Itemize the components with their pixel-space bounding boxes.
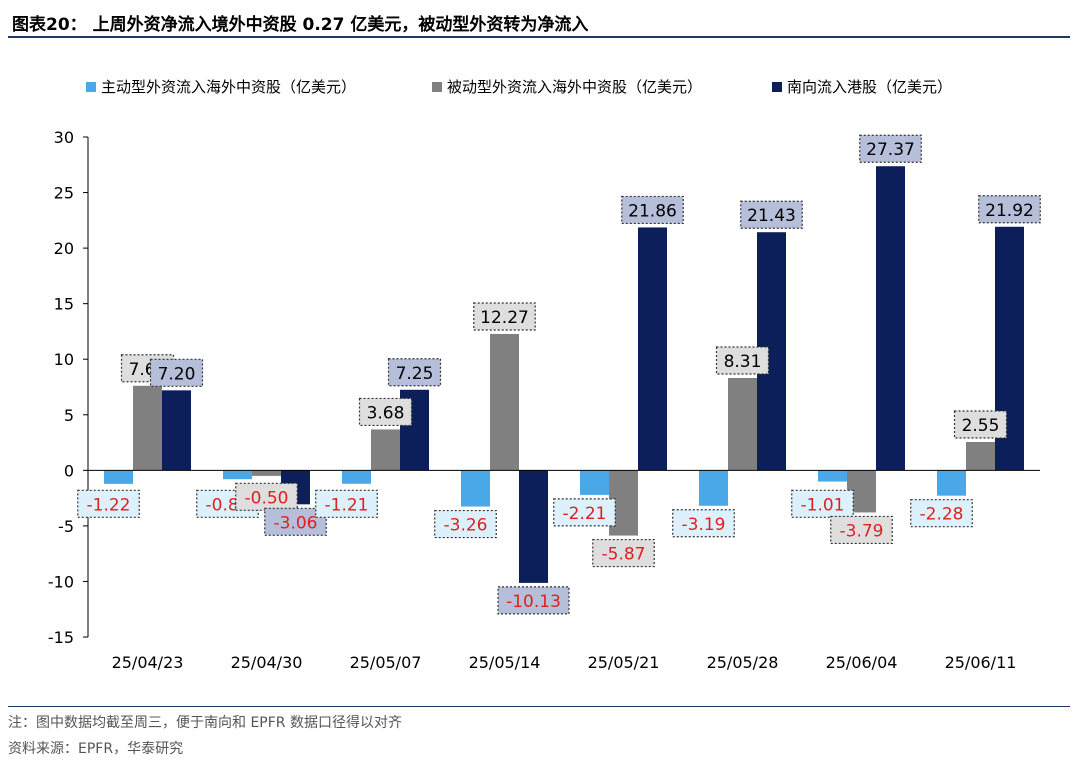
footnote: 注：图中数据均截至周三，便于南向和 EPFR 数据口径得以对齐 xyxy=(8,715,402,731)
y-tick-label: 0 xyxy=(64,461,74,480)
y-tick-label: 5 xyxy=(64,406,74,425)
y-tick-label: -15 xyxy=(48,628,74,647)
data-labels: -1.227.617.20-0.80-0.50-3.06-1.213.687.2… xyxy=(77,134,1041,615)
y-axis: 30 25 20 15 10 5 0 -5 -10 -15 xyxy=(48,128,89,647)
bar xyxy=(461,470,490,507)
data-label-box xyxy=(953,410,1008,439)
bar xyxy=(580,470,609,495)
x-tick-label: 25/06/04 xyxy=(826,653,898,672)
data-label: 8.31 xyxy=(724,352,762,372)
x-tick-label: 25/04/30 xyxy=(231,653,303,672)
data-label: -3.06 xyxy=(274,513,318,533)
data-label-box xyxy=(791,489,854,518)
y-tick-label: -10 xyxy=(48,572,74,591)
x-tick-label: 25/05/14 xyxy=(469,653,541,672)
y-tick-label: 20 xyxy=(54,239,74,258)
legend-swatch xyxy=(86,82,96,92)
data-label: -0.50 xyxy=(245,488,289,508)
title-rule xyxy=(8,36,1070,38)
data-label-box xyxy=(740,200,803,229)
bar xyxy=(937,470,966,496)
data-label: -2.28 xyxy=(920,505,964,525)
data-label: 2.55 xyxy=(962,416,1000,436)
y-tick-label: 15 xyxy=(54,295,74,314)
data-label: -2.21 xyxy=(563,504,607,524)
y-tick-label: 25 xyxy=(54,184,74,203)
data-label: 21.92 xyxy=(985,201,1034,221)
legend-label: 主动型外资流入海外中资股（亿美元） xyxy=(101,78,356,96)
data-label: 3.68 xyxy=(367,403,405,423)
data-label: 7.20 xyxy=(158,364,196,384)
data-label: -1.01 xyxy=(801,495,845,515)
data-label: -10.13 xyxy=(506,592,561,612)
bar xyxy=(252,470,281,476)
bar xyxy=(342,470,371,484)
bar xyxy=(223,470,252,480)
data-label: 21.86 xyxy=(628,201,677,221)
bar xyxy=(519,470,548,583)
data-label-box xyxy=(592,538,655,568)
chart-legend: 主动型外资流入海外中资股（亿美元） 被动型外资流入海外中资股（亿美元） 南向流入港股… xyxy=(86,78,952,96)
bar xyxy=(133,385,162,471)
data-label: -3.19 xyxy=(682,515,726,535)
legend-label: 被动型外资流入海外中资股（亿美元） xyxy=(447,78,702,96)
data-label-box xyxy=(149,358,204,387)
data-label-box xyxy=(315,489,378,518)
figure-header: 图表20： 上周外资净流入境外中资股 0.27 亿美元，被动型外资转为净流入 xyxy=(8,0,1070,38)
data-label-box xyxy=(859,134,922,163)
x-axis: 25/04/23 25/04/30 25/05/07 25/05/14 25/05/21… xyxy=(88,469,1040,672)
data-label-box xyxy=(387,358,442,387)
legend-swatch xyxy=(772,82,782,92)
x-tick-label: 25/05/28 xyxy=(707,653,779,672)
data-label-box xyxy=(473,302,536,331)
y-tick-label: 30 xyxy=(54,128,74,147)
x-tick-label: 25/06/11 xyxy=(945,653,1017,672)
data-label-box xyxy=(830,515,893,545)
data-label-box xyxy=(910,499,973,528)
x-tick-label: 25/05/07 xyxy=(350,653,422,672)
data-label-box xyxy=(553,498,616,527)
data-label-box xyxy=(77,489,140,518)
data-label: 27.37 xyxy=(866,140,915,160)
figure-title: 图表20： 上周外资净流入境外中资股 0.27 亿美元，被动型外资转为净流入 xyxy=(12,15,589,35)
data-label-box xyxy=(497,586,570,615)
bar xyxy=(966,442,995,471)
data-label-box xyxy=(621,195,684,225)
bar-chart: 主动型外资流入海外中资股（亿美元） 被动型外资流入海外中资股（亿美元） 南向流入港股… xyxy=(48,78,1041,672)
data-label-box xyxy=(235,482,298,511)
y-tick-label: -5 xyxy=(58,517,74,536)
data-label: -1.22 xyxy=(87,495,131,515)
data-label: 7.25 xyxy=(396,364,434,384)
data-label: -5.87 xyxy=(602,545,646,565)
data-label: -3.26 xyxy=(444,516,488,536)
bar xyxy=(104,470,133,484)
bar xyxy=(699,470,728,506)
bar xyxy=(818,470,847,482)
x-tick-label: 25/04/23 xyxy=(112,653,184,672)
footer-rule xyxy=(8,706,1070,707)
data-label: -3.79 xyxy=(840,521,884,541)
data-label-box xyxy=(715,346,770,375)
bar xyxy=(490,334,519,471)
bar xyxy=(876,166,905,471)
bar xyxy=(728,378,757,471)
bar xyxy=(162,390,191,471)
data-label-box xyxy=(978,195,1041,224)
legend-swatch xyxy=(432,82,442,92)
bar xyxy=(371,429,400,471)
source-line: 资料来源：EPFR，华泰研究 xyxy=(8,741,184,757)
bar xyxy=(638,227,667,471)
data-label: 21.43 xyxy=(747,206,796,226)
data-label-box xyxy=(358,397,413,427)
x-tick-label: 25/05/21 xyxy=(588,653,660,672)
data-label: 12.27 xyxy=(480,308,529,328)
y-tick-label: 10 xyxy=(54,350,74,369)
data-label-box xyxy=(434,509,497,539)
data-label-box xyxy=(672,509,735,538)
legend-label: 南向流入港股（亿美元） xyxy=(787,78,952,96)
data-label: -1.21 xyxy=(325,495,369,515)
